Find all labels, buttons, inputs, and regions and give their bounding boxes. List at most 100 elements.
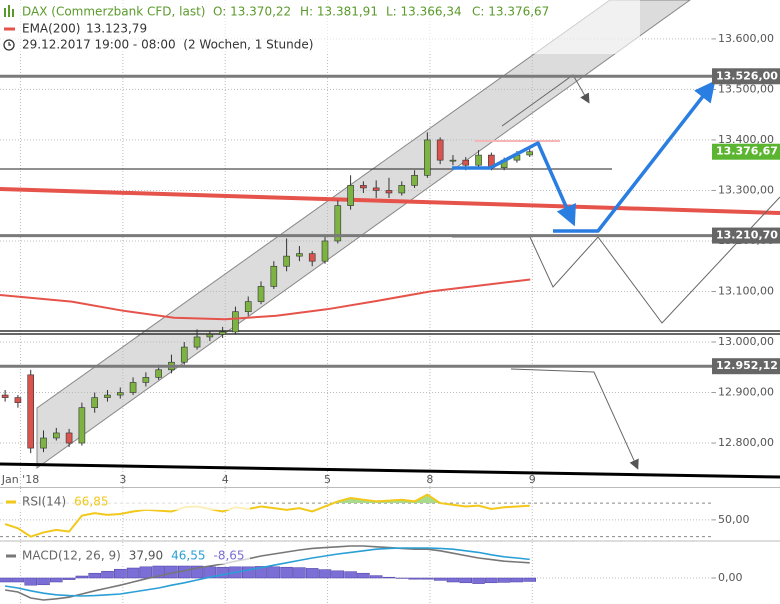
candle-body (142, 377, 150, 383)
candle-body (155, 369, 162, 378)
histogram-bar (344, 571, 357, 579)
candle-body (398, 185, 406, 194)
drawings (452, 80, 716, 233)
chart-icon (4, 5, 14, 17)
candle-body (193, 336, 201, 348)
histogram-bar (459, 577, 472, 584)
histogram-bar (254, 566, 268, 579)
histogram-bar (280, 566, 293, 579)
projection-arrow (553, 80, 716, 233)
candle-body (129, 382, 137, 393)
header-bg (0, 0, 640, 54)
candle-body (40, 437, 47, 449)
histogram-bar (0, 577, 12, 583)
candle-body (436, 139, 444, 161)
histogram-bar (523, 577, 536, 582)
candle-body (526, 151, 534, 156)
last-price-label: 13.376,67 (716, 145, 778, 158)
price-badge-label: 12.952,12 (716, 359, 778, 372)
histogram-bar (241, 566, 255, 579)
chart-title: DAX (Commerzbank CFD, last) (22, 5, 206, 19)
y-tick-label: 13.300,00 (718, 183, 774, 196)
ohlc-label: H: 13.381,91 (300, 5, 378, 19)
x-tick-label: 3 (119, 473, 126, 486)
histogram-bar (357, 572, 370, 579)
grid (0, 0, 716, 604)
candle-body (424, 139, 431, 176)
ema-line (0, 278, 531, 321)
x-tick-label: 8 (426, 473, 433, 486)
y-tick-label: 50,00 (718, 513, 750, 526)
legend-value: 66,85 (74, 495, 108, 509)
histogram-bar (50, 577, 63, 583)
histogram-bar (331, 570, 345, 579)
candle-body (52, 432, 60, 439)
candle-body (14, 397, 22, 403)
ohlc-label: L: 13.366,34 (386, 5, 462, 19)
histogram-bar (75, 575, 89, 579)
candle-body (104, 394, 111, 398)
histogram-bar (293, 567, 306, 579)
legend-value: 46,55 (171, 549, 205, 563)
candle-body (321, 240, 329, 262)
drawings (0, 0, 780, 479)
histogram-bar (216, 566, 229, 579)
y-tick-label: 13.600,00 (718, 32, 774, 45)
histogram-bar (24, 577, 37, 586)
legend-value: 37,90 (129, 549, 163, 563)
y-tick-label: 0,00 (718, 571, 743, 584)
histogram-bar (472, 577, 485, 584)
subtitle: 29.12.2017 19:00 - 08:00 (2 Wochen, 1 St… (22, 38, 313, 52)
rsi-fill (333, 494, 441, 504)
histogram-bar (369, 575, 383, 579)
y-tick-label: 13.400,00 (718, 133, 774, 146)
legend-title: MACD(12, 26, 9) (22, 549, 121, 563)
legend-value: 13.123,79 (86, 22, 147, 36)
trend-line (0, 462, 780, 479)
histogram-bar (62, 577, 76, 580)
projection-arrow (452, 141, 576, 227)
candle-body (296, 253, 303, 257)
candle-body (91, 397, 98, 408)
histogram-bar (446, 577, 460, 583)
histogram-bar (382, 576, 396, 579)
price-badge (712, 227, 780, 244)
histogram-bar (485, 577, 498, 584)
histogram-bar (11, 577, 25, 583)
ohlc-label: O: 13.370,22 (213, 5, 291, 19)
candle-body (244, 301, 252, 313)
histogram-bar (37, 577, 50, 586)
last-price-badge (712, 143, 780, 160)
candle-body (27, 374, 35, 449)
clock-icon (3, 39, 15, 51)
candle-body (449, 159, 457, 162)
legend-bg (0, 548, 250, 564)
candle-body (347, 185, 354, 206)
header: DAX (Commerzbank CFD, last) O: 13.370,22… (0, 0, 640, 54)
projection-line (452, 196, 780, 324)
candle-body (257, 286, 265, 302)
candle-body (360, 185, 367, 189)
price-badge (712, 358, 780, 375)
candle-body (270, 265, 278, 287)
histogram-bar (497, 577, 511, 583)
legend-value: -8,65 (213, 549, 244, 563)
trend-channel (36, 0, 691, 469)
candle-body (283, 255, 290, 267)
candle-body (308, 253, 316, 262)
histogram-bar (305, 568, 319, 579)
histogram-bar (318, 569, 332, 579)
legend-title: RSI(14) (22, 495, 66, 509)
histogram-bar (267, 566, 281, 579)
candle-body (372, 187, 380, 191)
macd-line (4, 545, 530, 601)
rsi-line (4, 493, 530, 538)
x-tick-label: 4 (222, 473, 229, 486)
y-tick-label: 13.100,00 (718, 284, 774, 297)
price-badge (712, 68, 780, 85)
projection-line (510, 368, 639, 470)
macd-line (4, 547, 530, 597)
candle-body (462, 159, 470, 166)
legend-label: EMA(200) (22, 22, 80, 36)
legend-bg (0, 494, 250, 510)
